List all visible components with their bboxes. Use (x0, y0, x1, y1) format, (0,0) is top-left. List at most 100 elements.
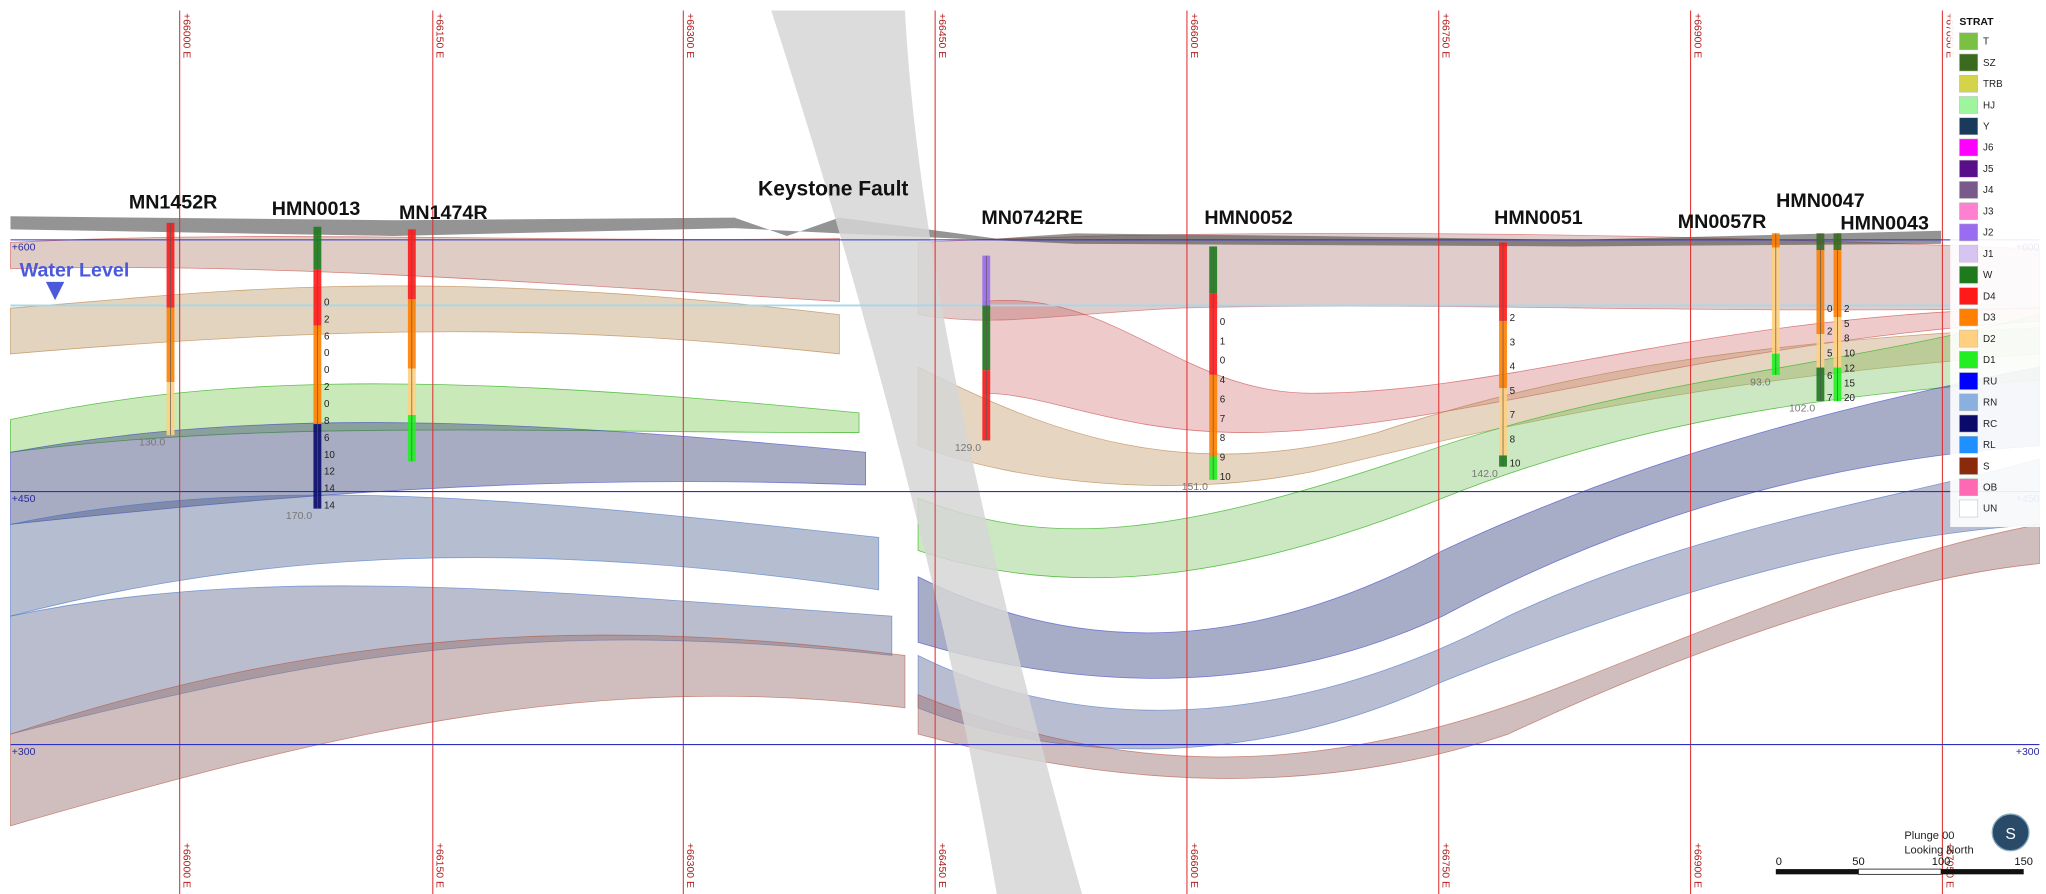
easting-label: +66000 E (181, 843, 192, 888)
easting-label: +66900 E (1692, 13, 1703, 58)
hole-name: MN0742RE (981, 207, 1083, 229)
scale-segment (1941, 869, 2024, 874)
hole-depth: 93.0 (1750, 377, 1771, 388)
hole-interval-label: 0 (324, 297, 330, 308)
legend-label: RL (1983, 440, 1996, 451)
hole-interval-label: 8 (324, 416, 330, 427)
legend-swatch (1959, 33, 1977, 50)
scale-label: 100 (1932, 856, 1951, 868)
hole-interval-label: 8 (1844, 334, 1850, 345)
hole-name: HMN0052 (1204, 207, 1293, 229)
hole-name: HMN0013 (272, 198, 361, 220)
legend-swatch (1959, 96, 1977, 113)
scale-segment (1858, 869, 1941, 874)
hole-interval-label: 0 (1220, 317, 1226, 328)
hole-interval-label: 14 (324, 484, 335, 495)
legend-swatch (1959, 203, 1977, 220)
elevation-label: +300 (12, 747, 36, 758)
legend-label: T (1983, 37, 1989, 48)
hole-interval-label: 6 (1220, 394, 1226, 405)
scale-label: 150 (2014, 856, 2033, 868)
legend-swatch (1959, 373, 1977, 390)
easting-label: +66750 E (1440, 13, 1451, 58)
water-level-symbol (46, 282, 64, 300)
hole-interval-label: 0 (324, 399, 330, 410)
hole-interval-label: 5 (1510, 386, 1516, 397)
hole-interval-label: 7 (1827, 393, 1832, 404)
legend-swatch (1959, 75, 1977, 92)
hole-depth: 170.0 (286, 511, 312, 522)
hole-interval-label: 5 (1827, 349, 1833, 360)
hole-interval-label: 0 (1827, 304, 1833, 315)
legend-label: J6 (1983, 143, 1994, 154)
hole-depth: 142.0 (1472, 469, 1498, 480)
hole-interval-label: 10 (1510, 459, 1521, 470)
stratum (10, 286, 839, 354)
hole-interval-label: 0 (1220, 356, 1226, 367)
hole-name: HMN0047 (1776, 190, 1865, 212)
easting-label: +66300 E (684, 13, 695, 58)
stratum (918, 459, 2039, 749)
easting-label: +66600 E (1188, 843, 1199, 888)
scale-bar: 0 50 100 150 (1776, 856, 2033, 874)
looking: Looking North (1904, 844, 1973, 856)
hole-interval-label: 4 (1220, 375, 1226, 386)
easting-label: +66450 E (936, 13, 947, 58)
fault-label: Keystone Fault (758, 177, 908, 200)
easting-label: +66000 E (181, 13, 192, 58)
legend-label: J5 (1983, 164, 1994, 175)
hole-interval-label: 8 (1510, 434, 1516, 445)
legend-label: D3 (1983, 313, 1996, 324)
legend-label: RU (1983, 376, 1997, 387)
hole-interval-label: 10 (1844, 349, 1855, 360)
legend-label: TRB (1983, 79, 2003, 90)
easting-label: +66300 E (684, 843, 695, 888)
hole-interval-label: 9 (1220, 452, 1225, 463)
water-level-label: Water Level (20, 260, 130, 282)
hole-interval-label: 10 (1220, 472, 1231, 483)
legend-swatch (1959, 266, 1977, 283)
legend-swatch (1959, 500, 1977, 517)
hole-name: HMN0051 (1494, 207, 1583, 229)
legend-title: STRAT (1959, 17, 1994, 28)
hole-name: MN0057R (1678, 211, 1767, 233)
hole-interval-label: 15 (1844, 378, 1855, 389)
legend-swatch (1959, 181, 1977, 198)
elevation-label: +600 (12, 242, 36, 253)
hole-interval-label: 7 (1220, 414, 1225, 425)
legend-swatch (1959, 245, 1977, 262)
hole-interval-label: 20 (1844, 393, 1855, 404)
legend-label: J3 (1983, 206, 1994, 217)
scale-label: 50 (1852, 856, 1864, 868)
strata-left (10, 237, 904, 826)
legend-label: W (1983, 270, 1993, 281)
legend-label: J1 (1983, 249, 1993, 260)
hole-interval-label: 2 (324, 314, 329, 325)
hole-interval-label: 10 (324, 450, 335, 461)
hole-depth: 129.0 (955, 443, 981, 454)
hole-interval-label: 14 (324, 501, 335, 512)
legend-label: J4 (1983, 185, 1994, 196)
hole-depth: 151.0 (1182, 482, 1208, 493)
easting-label: +66750 E (1440, 843, 1451, 888)
hole-interval-label: 3 (1510, 337, 1516, 348)
plunge: Plunge 00 (1904, 830, 1954, 842)
hole-interval-label: 2 (1844, 304, 1849, 315)
cross-section: +66000 E+66000 E+66150 E+66150 E+66300 E… (0, 0, 2046, 894)
legend-swatch (1959, 224, 1977, 241)
hole-interval-label: 4 (1510, 362, 1516, 373)
legend-swatch (1959, 415, 1977, 432)
legend-label: J2 (1983, 228, 1993, 239)
hole-interval-label: 7 (1510, 410, 1515, 421)
scale-label: 0 (1776, 856, 1782, 868)
easting-label: +66450 E (936, 843, 947, 888)
hole-interval-label: 12 (1844, 363, 1855, 374)
hole-interval-label: 2 (1510, 313, 1515, 324)
hole-interval-label: 5 (1844, 319, 1850, 330)
page: { "eastings": ["+66000 E", "+66150 E", "… (0, 0, 2046, 894)
easting-label: +66150 E (434, 13, 445, 58)
hole-name: MN1452R (129, 191, 218, 213)
hole-interval-label: 6 (324, 433, 330, 444)
hole-interval-label: 0 (324, 348, 330, 359)
scale-segment (1776, 869, 1859, 874)
